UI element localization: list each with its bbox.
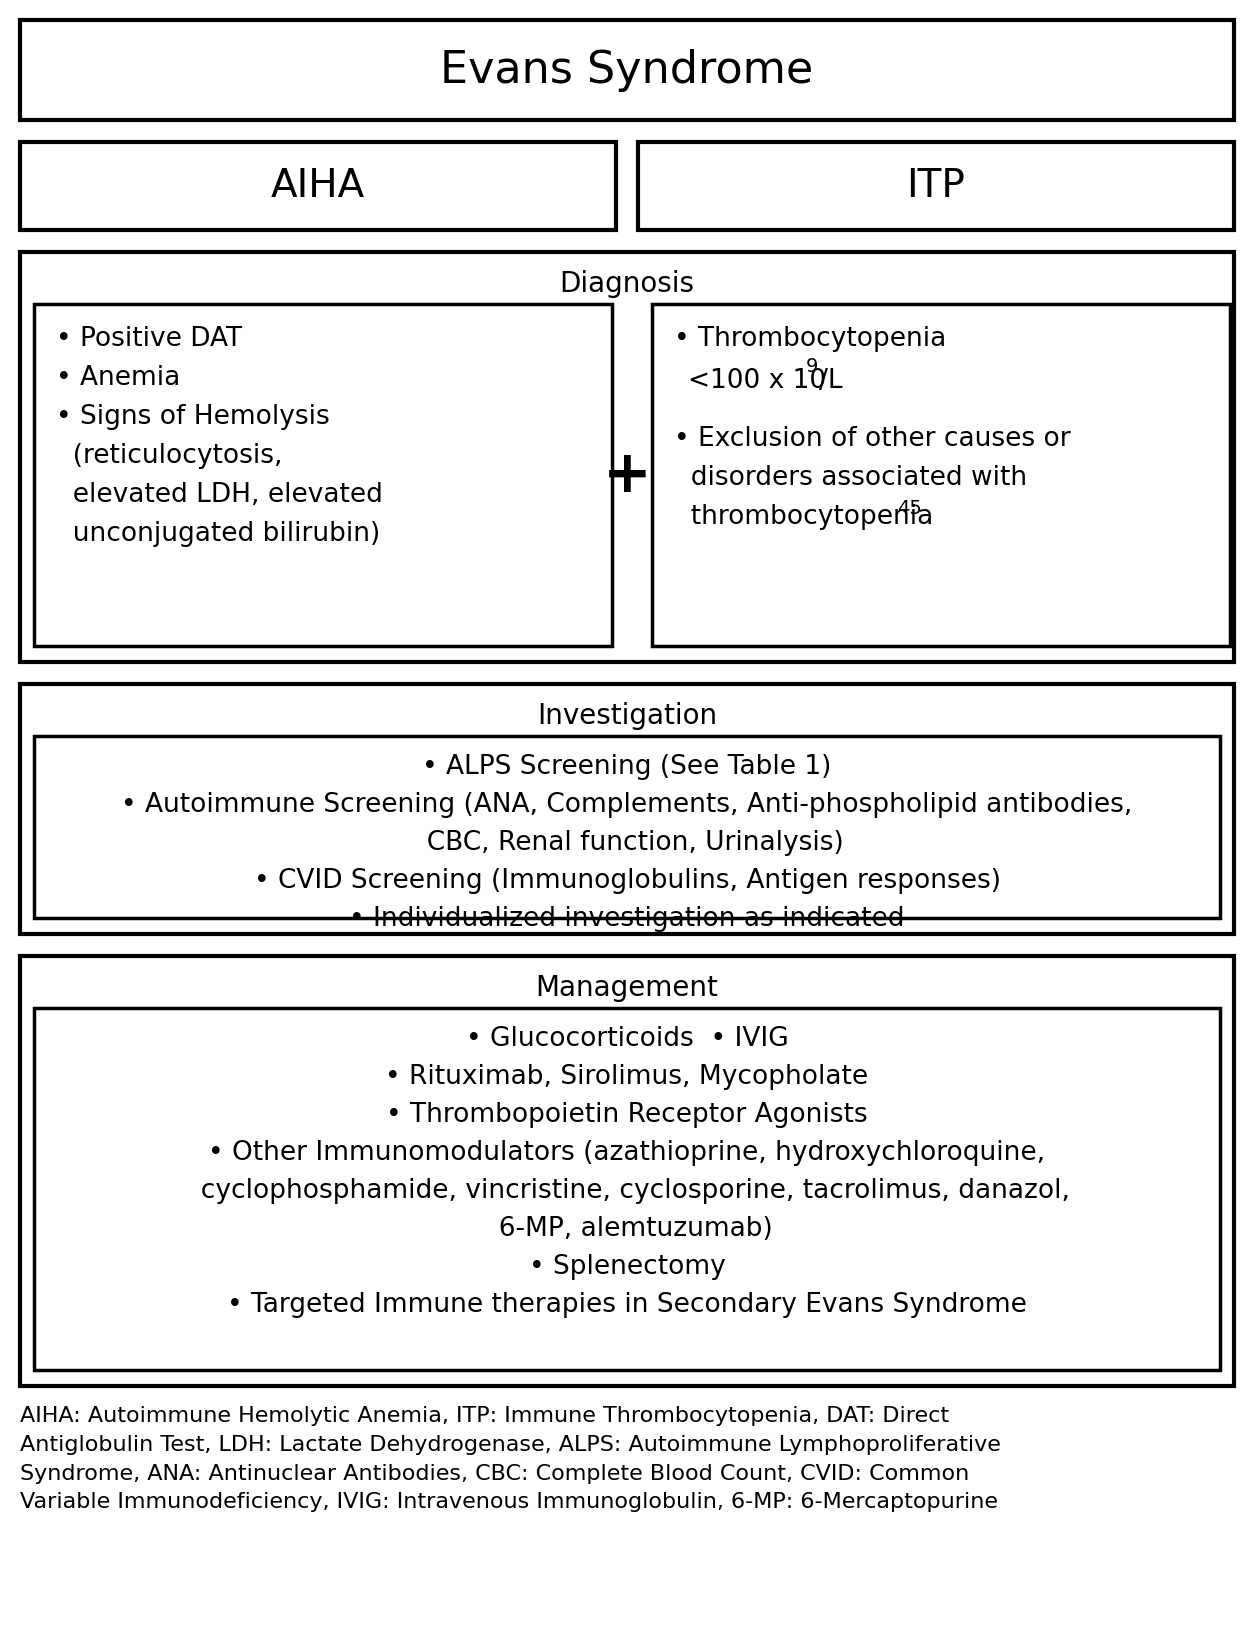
Text: Investigation: Investigation bbox=[537, 703, 717, 731]
FancyBboxPatch shape bbox=[20, 685, 1234, 934]
FancyBboxPatch shape bbox=[34, 304, 612, 645]
FancyBboxPatch shape bbox=[34, 736, 1220, 918]
Text: • Glucocorticoids  • IVIG
• Rituximab, Sirolimus, Mycopholate
• Thrombopoietin R: • Glucocorticoids • IVIG • Rituximab, Si… bbox=[184, 1026, 1070, 1319]
Text: Diagnosis: Diagnosis bbox=[559, 269, 695, 297]
Text: <100 x 10: <100 x 10 bbox=[688, 368, 826, 394]
Text: /L: /L bbox=[819, 368, 843, 394]
Text: ITP: ITP bbox=[907, 167, 966, 205]
Text: 9: 9 bbox=[806, 358, 818, 376]
Text: AIHA: Autoimmune Hemolytic Anemia, ITP: Immune Thrombocytopenia, DAT: Direct
Ant: AIHA: Autoimmune Hemolytic Anemia, ITP: … bbox=[20, 1406, 1001, 1512]
Text: • Exclusion of other causes or
  disorders associated with
  thrombocytopenia: • Exclusion of other causes or disorders… bbox=[673, 427, 1071, 530]
FancyBboxPatch shape bbox=[652, 304, 1230, 645]
FancyBboxPatch shape bbox=[34, 1008, 1220, 1369]
Text: Evans Syndrome: Evans Syndrome bbox=[440, 49, 814, 92]
FancyBboxPatch shape bbox=[638, 141, 1234, 230]
Text: 45: 45 bbox=[897, 499, 922, 519]
Text: Management: Management bbox=[535, 974, 719, 1002]
Text: • ALPS Screening (See Table 1)
• Autoimmune Screening (ANA, Complements, Anti-ph: • ALPS Screening (See Table 1) • Autoimm… bbox=[122, 754, 1132, 933]
Text: AIHA: AIHA bbox=[271, 167, 365, 205]
FancyBboxPatch shape bbox=[20, 251, 1234, 662]
FancyBboxPatch shape bbox=[20, 20, 1234, 120]
Text: +: + bbox=[603, 447, 651, 504]
FancyBboxPatch shape bbox=[20, 956, 1234, 1386]
Text: • Positive DAT
• Anemia
• Signs of Hemolysis
  (reticulocytosis,
  elevated LDH,: • Positive DAT • Anemia • Signs of Hemol… bbox=[56, 327, 382, 547]
Text: • Thrombocytopenia: • Thrombocytopenia bbox=[673, 327, 947, 351]
FancyBboxPatch shape bbox=[20, 141, 616, 230]
